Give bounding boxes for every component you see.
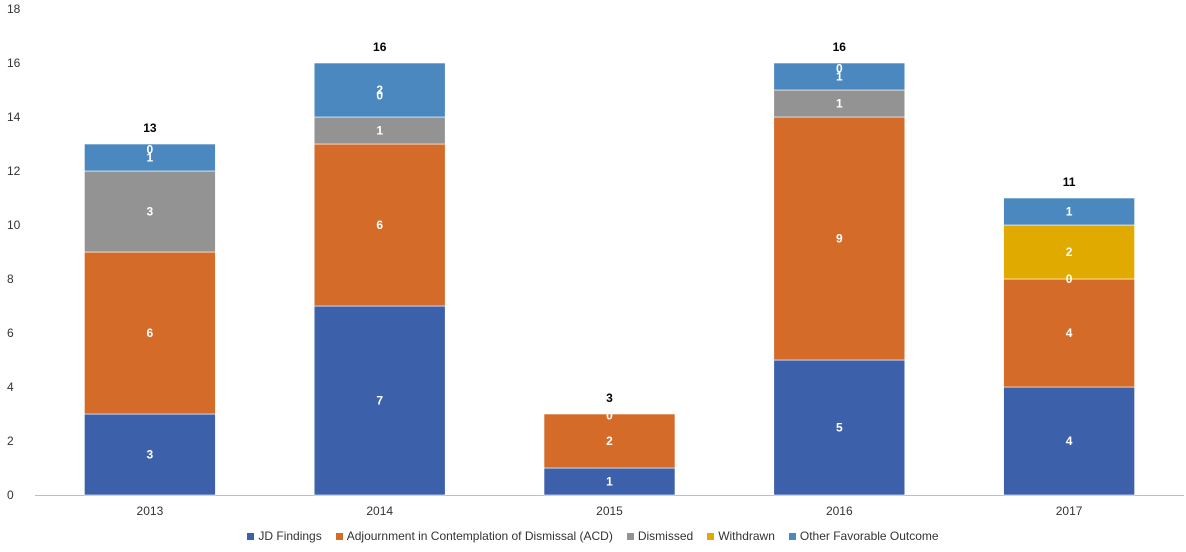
y-tick-label: 2 [7, 434, 14, 448]
bar-segment [773, 359, 906, 496]
data-label: 0 [1066, 272, 1073, 286]
total-label: 16 [833, 40, 847, 54]
y-tick-label: 14 [7, 110, 21, 124]
bar-segment [773, 116, 906, 361]
bar-segment [313, 305, 446, 496]
x-tick-label: 2016 [826, 504, 853, 518]
legend-swatch [788, 532, 796, 540]
y-tick-label: 18 [7, 2, 21, 16]
y-tick-label: 16 [7, 56, 21, 70]
data-label: 0 [376, 88, 383, 102]
x-tick-label: 2013 [137, 504, 164, 518]
data-label: 3 [147, 448, 154, 462]
bar-segment [84, 143, 216, 172]
data-label: 6 [376, 218, 383, 232]
bar-segment [1003, 224, 1135, 280]
total-label: 13 [143, 121, 157, 135]
legend-item: Withdrawn [707, 529, 775, 543]
legend-item: Other Favorable Outcome [788, 529, 939, 543]
data-label: 4 [1066, 434, 1073, 448]
data-label: 2 [376, 83, 383, 97]
y-tick-label: 12 [7, 164, 21, 178]
legend-label: Dismissed [637, 529, 694, 543]
legend-label: Withdrawn [718, 529, 775, 543]
y-tick-label: 4 [7, 380, 14, 394]
total-label: 16 [373, 40, 387, 54]
legend-swatch [707, 532, 715, 540]
data-label: 6 [147, 326, 154, 340]
data-label: 0 [606, 408, 613, 422]
y-tick-label: 8 [7, 272, 14, 286]
x-tick-label: 2014 [366, 504, 393, 518]
data-label: 9 [836, 232, 843, 246]
data-label: 1 [147, 151, 154, 165]
total-label: 11 [1063, 175, 1076, 189]
y-tick-label: 0 [7, 488, 14, 502]
y-tick-label: 6 [7, 326, 14, 340]
legend-label: Adjournment in Contemplation of Dismissa… [346, 529, 613, 543]
legend-swatch [626, 532, 634, 540]
bar-segment [773, 62, 906, 91]
legend-label: JD Findings [258, 529, 322, 543]
bar-segment [543, 413, 676, 469]
bar-segment [543, 467, 676, 496]
data-label: 1 [836, 70, 843, 84]
legend-item: JD Findings [247, 529, 322, 543]
bar-segment [84, 413, 216, 496]
data-label: 2 [606, 434, 613, 448]
total-label: 3 [606, 391, 613, 405]
data-label: 2 [1066, 245, 1073, 259]
chart-legend: JD Findings Adjournment in Contemplation … [0, 529, 1186, 543]
data-label: 1 [376, 124, 383, 138]
data-label: 1 [836, 97, 843, 111]
bar-segment [1003, 278, 1135, 388]
legend-item: Dismissed [626, 529, 694, 543]
legend-label: Other Favorable Outcome [799, 529, 939, 543]
data-label: 3 [147, 205, 154, 219]
y-tick-label: 10 [7, 218, 21, 232]
x-tick-label: 2017 [1056, 504, 1083, 518]
data-label: 4 [1066, 326, 1073, 340]
legend-item: Adjournment in Contemplation of Dismissa… [335, 529, 613, 543]
legend-swatch [247, 532, 255, 540]
x-tick-label: 2015 [596, 504, 623, 518]
data-label: 1 [1066, 205, 1073, 219]
bar-segment [313, 62, 446, 118]
data-label: 0 [836, 61, 843, 75]
bar-segment [84, 170, 216, 253]
bar-segment [84, 251, 216, 415]
bar-segment [773, 89, 906, 118]
bar-segment [1003, 197, 1135, 226]
data-label: 7 [376, 394, 383, 408]
bar-segment [313, 116, 446, 145]
legend-swatch [335, 532, 343, 540]
data-label: 0 [147, 142, 154, 156]
bar-segment [313, 143, 446, 307]
bar-segment [1003, 386, 1135, 496]
data-label: 5 [836, 421, 843, 435]
data-label: 1 [606, 475, 613, 489]
